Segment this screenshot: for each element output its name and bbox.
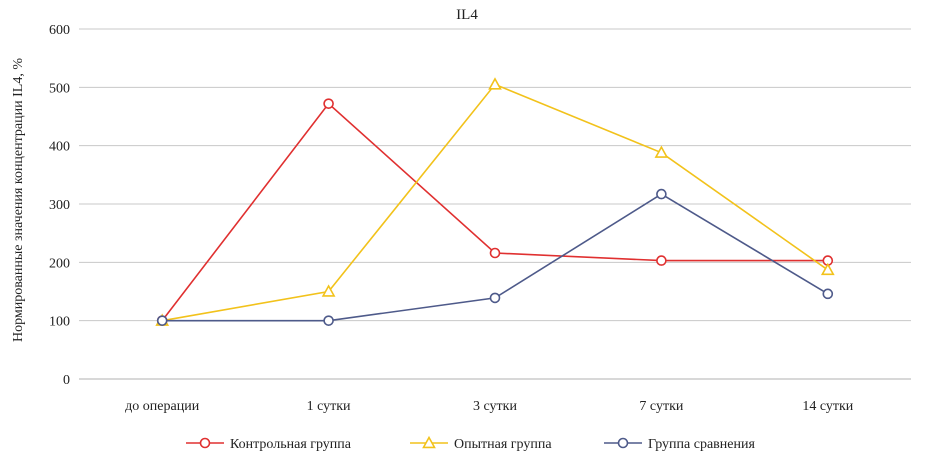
- data-point: [656, 255, 667, 266]
- y-tick-label: 0: [63, 373, 70, 388]
- series-markers: [155, 77, 835, 326]
- series-line: [162, 83, 829, 322]
- x-tick-label: 1 сутки: [307, 399, 351, 414]
- legend-marker: [422, 435, 436, 449]
- y-tick-label: 300: [49, 198, 70, 213]
- data-point: [323, 315, 334, 326]
- legend-label: Опытная группа: [454, 437, 552, 452]
- x-tick-label: 7 сутки: [639, 399, 683, 414]
- data-point: [656, 188, 667, 200]
- y-tick-label: 400: [49, 140, 70, 155]
- y-tick-label: 200: [49, 256, 70, 271]
- legend-label: Группа сравнения: [648, 437, 755, 452]
- series-line: [161, 102, 828, 322]
- x-tick-labels: до операции 1 сутки 3 сутки 7 сутки 14 сутки: [125, 399, 854, 414]
- legend-marker: [617, 437, 629, 449]
- y-tick-label: 600: [49, 23, 70, 38]
- x-tick-label: 3 сутки: [473, 399, 517, 414]
- data-point: [321, 284, 336, 297]
- x-tick-label: 14 сутки: [802, 399, 853, 414]
- data-point: [323, 98, 334, 109]
- y-axis-label: Нормированные значения концентрации IL4,…: [11, 58, 26, 342]
- x-tick-label: до операции: [125, 399, 200, 414]
- data-point: [822, 288, 834, 300]
- legend-marker: [199, 437, 211, 449]
- y-tick-labels: 0 100 200 300 400 500 600: [49, 23, 70, 388]
- data-point: [820, 262, 835, 276]
- legend: Контрольная группа Опытная группа Группа с…: [186, 435, 755, 452]
- data-point: [654, 145, 669, 158]
- data-point: [489, 292, 501, 304]
- y-tick-label: 100: [49, 315, 70, 330]
- series-lines: [161, 83, 829, 322]
- legend-label: Контрольная группа: [230, 437, 352, 452]
- data-point: [488, 77, 502, 90]
- y-tick-label: 500: [49, 81, 70, 96]
- data-point: [489, 247, 501, 259]
- chart-title: IL4: [456, 7, 478, 23]
- data-point: [156, 315, 168, 326]
